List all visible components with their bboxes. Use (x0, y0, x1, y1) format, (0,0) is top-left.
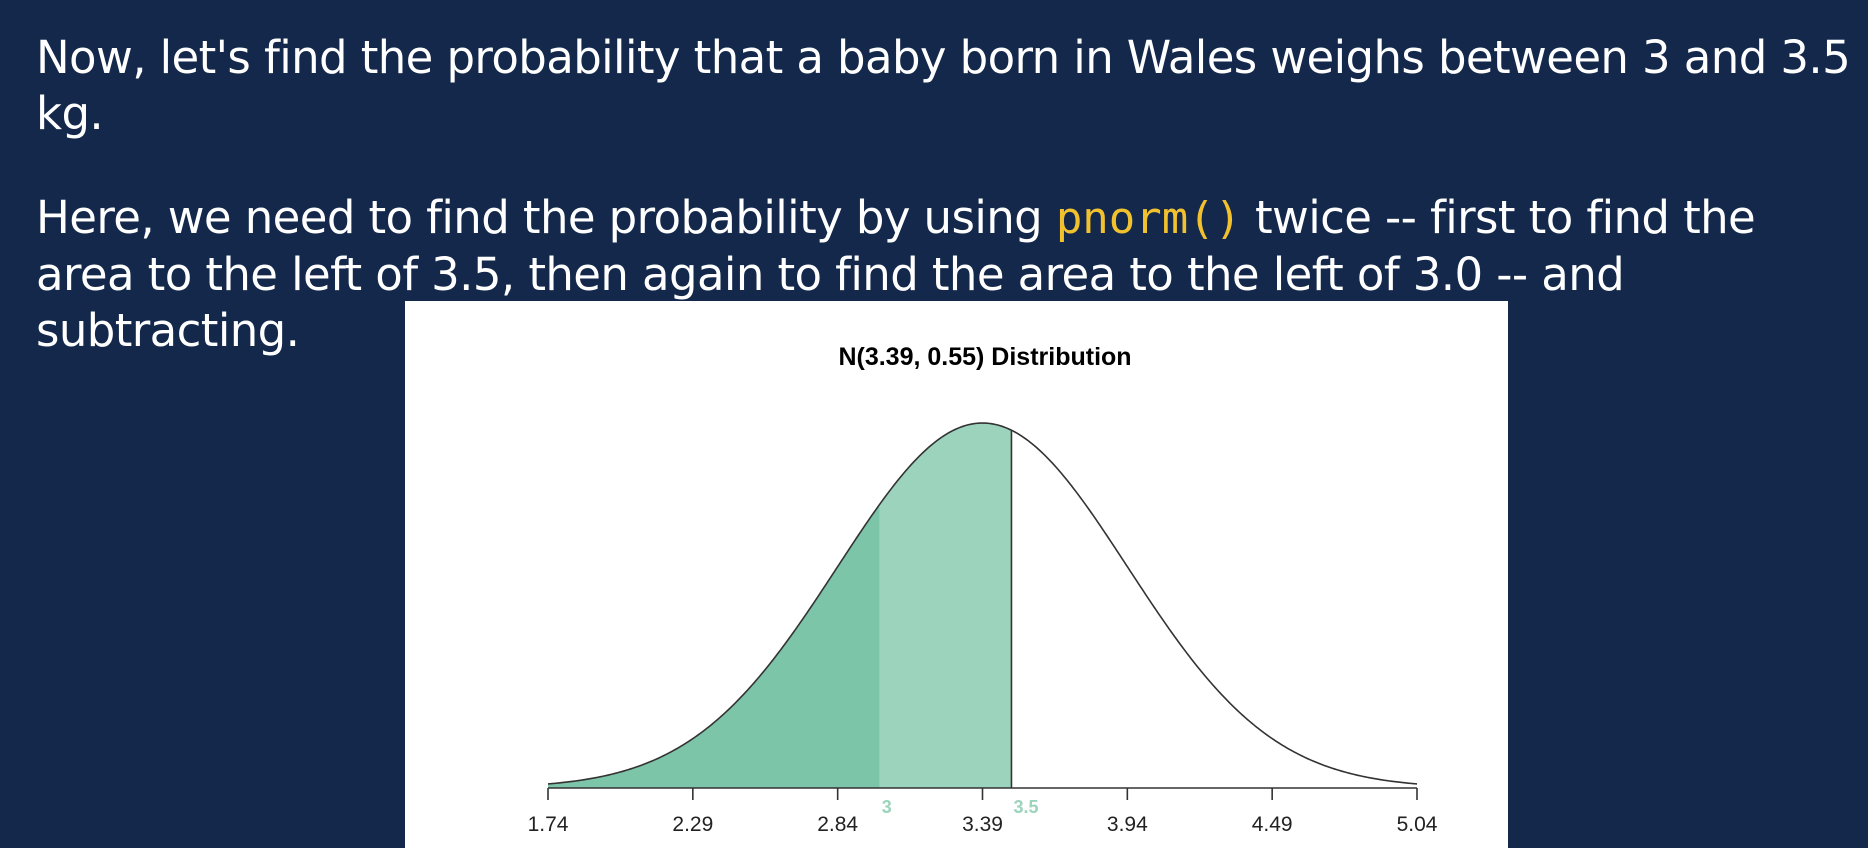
marker-labels: 3 3.5 (882, 797, 1039, 817)
marker-label-1: 3.5 (1013, 797, 1038, 817)
marker-label-0: 3 (882, 797, 892, 817)
pnorm-code: pnorm() (1055, 193, 1242, 244)
shaded-regions (548, 423, 1012, 788)
density-curve (547, 422, 1418, 785)
x-tick-label-4: 3.94 (1107, 813, 1148, 836)
shaded-region-1 (879, 423, 1012, 788)
shaded-region-0 (548, 504, 880, 788)
method-text-end: twice -- first to find the area to the l… (36, 191, 1756, 357)
intro-sentence: Now, let's find the probability that a b… (36, 31, 1851, 140)
method-text-start: Here, we need to find the probability by… (36, 191, 1056, 244)
method-sentence: Here, we need to find the probability by… (36, 190, 1856, 359)
x-axis: 1.74 2.29 2.84 3.39 3.94 4.49 5.04 (528, 787, 1438, 836)
x-tick-label-6: 5.04 (1397, 813, 1438, 836)
x-tick-label-5: 4.49 (1252, 813, 1293, 836)
explanation-text: Now, let's find the probability that a b… (36, 30, 1856, 359)
normal-distribution-figure: N(3.39, 0.55) Distribution 1.74 2.29 2.84 3… (405, 301, 1508, 848)
x-tick-label-2: 2.84 (817, 813, 858, 836)
chart-title: N(3.39, 0.55) Distribution (838, 343, 1131, 371)
x-tick-label-3: 3.39 (962, 813, 1003, 836)
distribution-chart: N(3.39, 0.55) Distribution 1.74 2.29 2.84 3… (528, 343, 1438, 836)
x-tick-label-0: 1.74 (528, 813, 569, 836)
x-tick-label-1: 2.29 (672, 813, 713, 836)
